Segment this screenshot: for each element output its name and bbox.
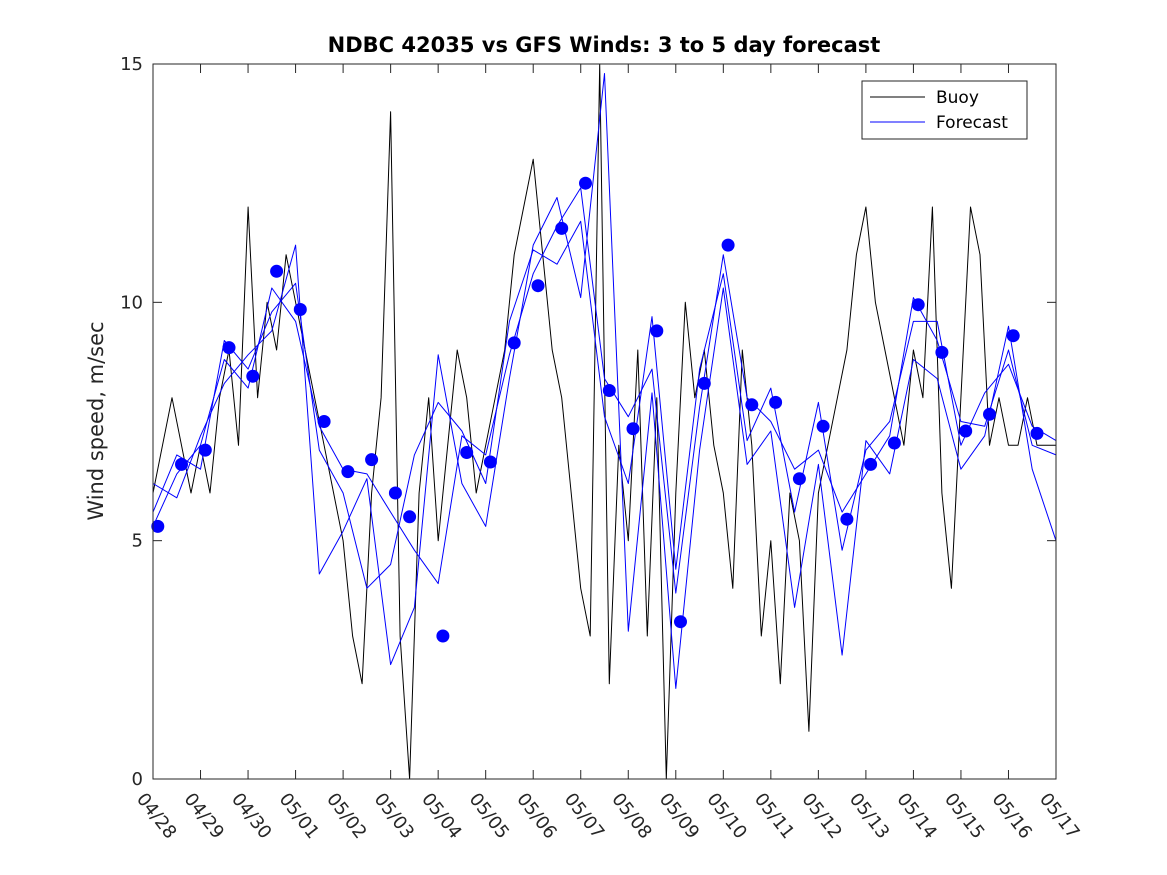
- forecast-marker: [697, 376, 711, 390]
- forecast-marker: [507, 336, 521, 350]
- forecast-marker: [579, 176, 592, 190]
- forecast-marker: [1006, 329, 1020, 343]
- y-tick-label: 10: [120, 292, 143, 313]
- forecast-marker: [246, 369, 260, 383]
- forecast-marker: [769, 395, 783, 409]
- series-layer: [152, 63, 1057, 780]
- forecast-marker: [555, 221, 569, 235]
- forecast-marker: [602, 384, 616, 397]
- forecast-marker: [175, 457, 188, 471]
- forecast-marker: [911, 298, 925, 312]
- forecast-marker: [959, 424, 973, 438]
- forecast-marker: [483, 455, 497, 469]
- y-axis-label: Wind speed, m/sec: [84, 321, 108, 520]
- forecast-marker: [650, 324, 664, 338]
- forecast-marker: [151, 519, 165, 533]
- forecast-marker: [531, 279, 545, 293]
- forecast-marker: [626, 422, 640, 436]
- forecast-marker: [816, 419, 830, 433]
- legend-box: [861, 80, 1028, 140]
- forecast-marker: [745, 398, 759, 412]
- marker-layer: [151, 176, 1044, 643]
- legend-label-forecast: Forecast: [936, 113, 1008, 133]
- forecast-marker: [460, 446, 474, 459]
- forecast-marker: [721, 238, 735, 252]
- forecast-marker: [887, 436, 901, 450]
- forecast-marker: [403, 510, 417, 524]
- forecast-marker: [792, 472, 806, 486]
- y-axis: 0 5 10 15: [120, 54, 1056, 790]
- forecast-marker: [983, 407, 996, 421]
- y-tick-label: 15: [120, 54, 143, 75]
- forecast-marker: [436, 629, 450, 643]
- forecast-marker: [840, 512, 854, 526]
- forecast-series-line-2: [152, 220, 1057, 589]
- y-tick-label: 0: [132, 769, 143, 790]
- forecast-marker: [935, 345, 949, 359]
- forecast-marker: [270, 264, 284, 278]
- forecast-marker: [317, 415, 331, 428]
- forecast-marker: [864, 457, 878, 471]
- chart-title: NDBC 42035 vs GFS Winds: 3 to 5 day fore…: [328, 33, 881, 57]
- forecast-series-line-3: [152, 73, 1057, 689]
- forecast-marker: [388, 486, 402, 500]
- y-tick-label: 5: [132, 531, 143, 552]
- legend: Buoy Forecast: [861, 80, 1028, 140]
- forecast-marker: [341, 465, 355, 479]
- forecast-marker: [1030, 426, 1044, 440]
- forecast-marker: [293, 303, 307, 316]
- forecast-marker: [365, 453, 379, 467]
- plot-area: [153, 64, 1056, 779]
- forecast-marker: [674, 615, 687, 629]
- legend-label-buoy: Buoy: [936, 88, 979, 108]
- forecast-marker: [198, 443, 212, 457]
- plot-frame: [152, 63, 1057, 780]
- forecast-marker: [222, 341, 236, 355]
